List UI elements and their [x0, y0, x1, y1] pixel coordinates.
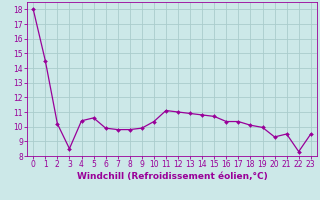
- X-axis label: Windchill (Refroidissement éolien,°C): Windchill (Refroidissement éolien,°C): [76, 172, 268, 181]
